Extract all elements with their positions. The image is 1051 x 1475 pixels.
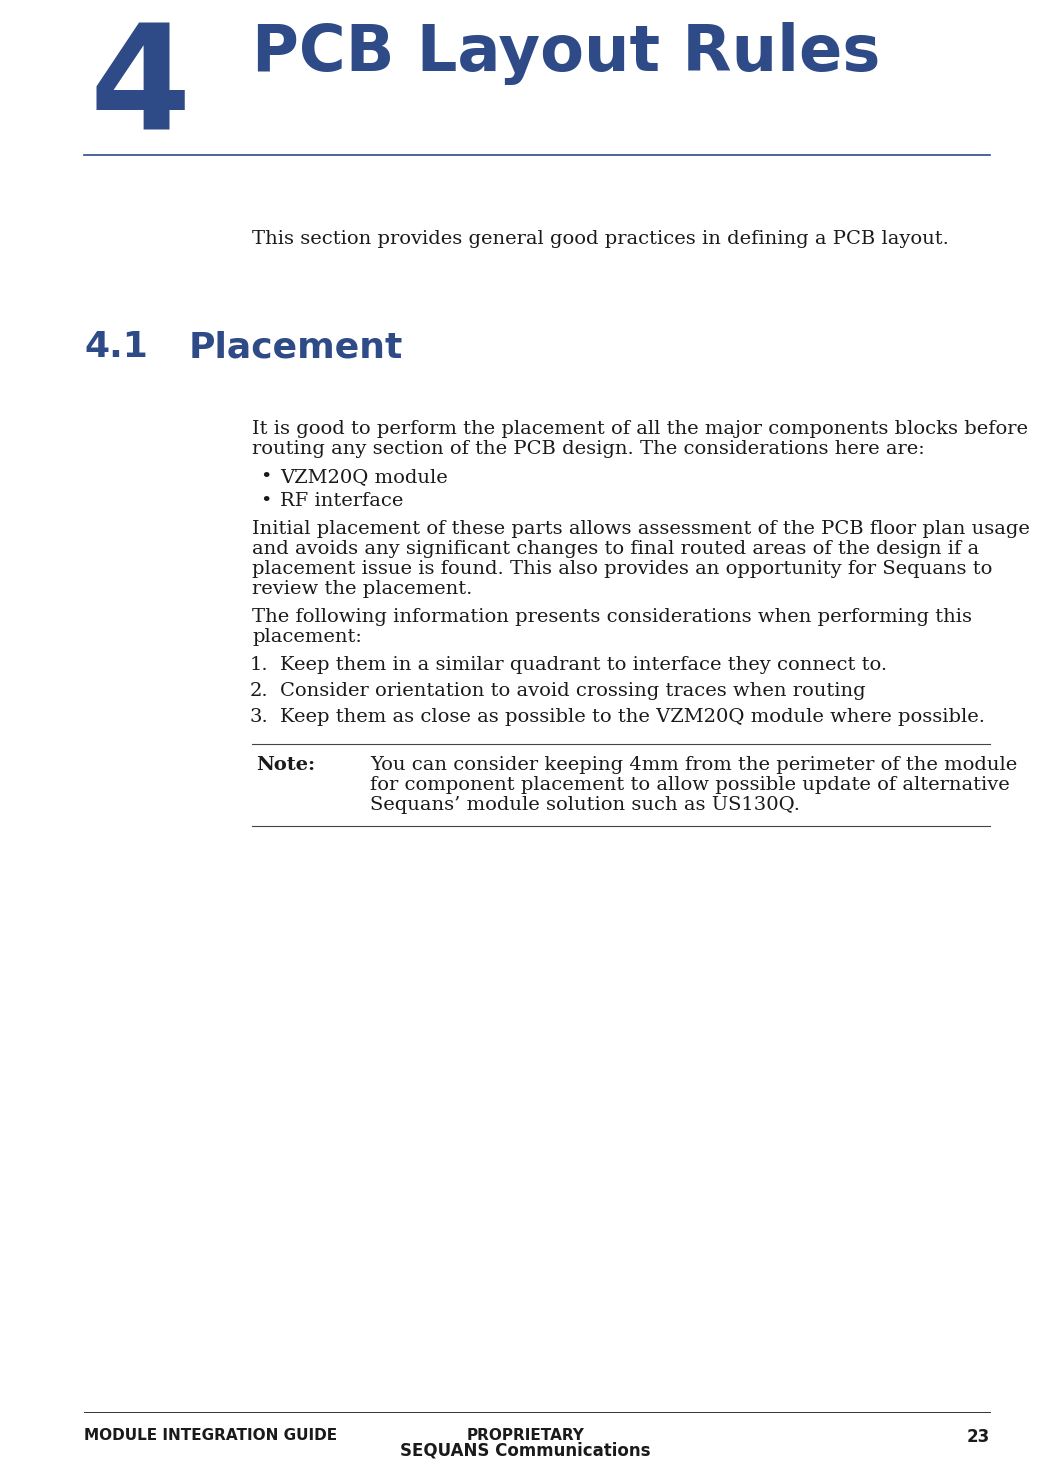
Text: Keep them as close as possible to the VZM20Q module where possible.: Keep them as close as possible to the VZ… — [280, 708, 985, 726]
Text: 2.: 2. — [249, 681, 268, 701]
Text: for component placement to allow possible update of alternative: for component placement to allow possibl… — [370, 776, 1010, 794]
Text: It is good to perform the placement of all the major components blocks before: It is good to perform the placement of a… — [252, 420, 1028, 438]
Text: 4.1: 4.1 — [84, 330, 148, 364]
Text: RF interface: RF interface — [280, 493, 404, 510]
Text: Consider orientation to avoid crossing traces when routing: Consider orientation to avoid crossing t… — [280, 681, 866, 701]
Text: Note:: Note: — [256, 757, 315, 774]
Text: PCB Layout Rules: PCB Layout Rules — [252, 22, 881, 86]
Text: placement issue is found. This also provides an opportunity for Sequans to: placement issue is found. This also prov… — [252, 560, 992, 578]
Text: MODULE INTEGRATION GUIDE: MODULE INTEGRATION GUIDE — [84, 1428, 337, 1443]
Text: 1.: 1. — [249, 656, 268, 674]
Text: Keep them in a similar quadrant to interface they connect to.: Keep them in a similar quadrant to inter… — [280, 656, 887, 674]
Text: Initial placement of these parts allows assessment of the PCB floor plan usage: Initial placement of these parts allows … — [252, 521, 1030, 538]
Text: •: • — [261, 468, 272, 485]
Text: placement:: placement: — [252, 628, 362, 646]
Text: The following information presents considerations when performing this: The following information presents consi… — [252, 608, 972, 625]
Text: VZM20Q module: VZM20Q module — [280, 468, 448, 485]
Text: SEQUANS Communications: SEQUANS Communications — [400, 1443, 651, 1460]
Text: 4: 4 — [89, 18, 190, 159]
Text: •: • — [261, 493, 272, 510]
Text: Placement: Placement — [189, 330, 404, 364]
Text: PROPRIETARY: PROPRIETARY — [467, 1428, 584, 1443]
Text: and avoids any significant changes to final routed areas of the design if a: and avoids any significant changes to fi… — [252, 540, 980, 558]
Text: 23: 23 — [967, 1428, 990, 1446]
Text: routing any section of the PCB design. The considerations here are:: routing any section of the PCB design. T… — [252, 440, 925, 459]
Text: This section provides general good practices in defining a PCB layout.: This section provides general good pract… — [252, 230, 949, 248]
Text: review the placement.: review the placement. — [252, 580, 472, 597]
Text: 3.: 3. — [249, 708, 268, 726]
Text: Sequans’ module solution such as US130Q.: Sequans’ module solution such as US130Q. — [370, 796, 800, 814]
Text: You can consider keeping 4mm from the perimeter of the module: You can consider keeping 4mm from the pe… — [370, 757, 1017, 774]
